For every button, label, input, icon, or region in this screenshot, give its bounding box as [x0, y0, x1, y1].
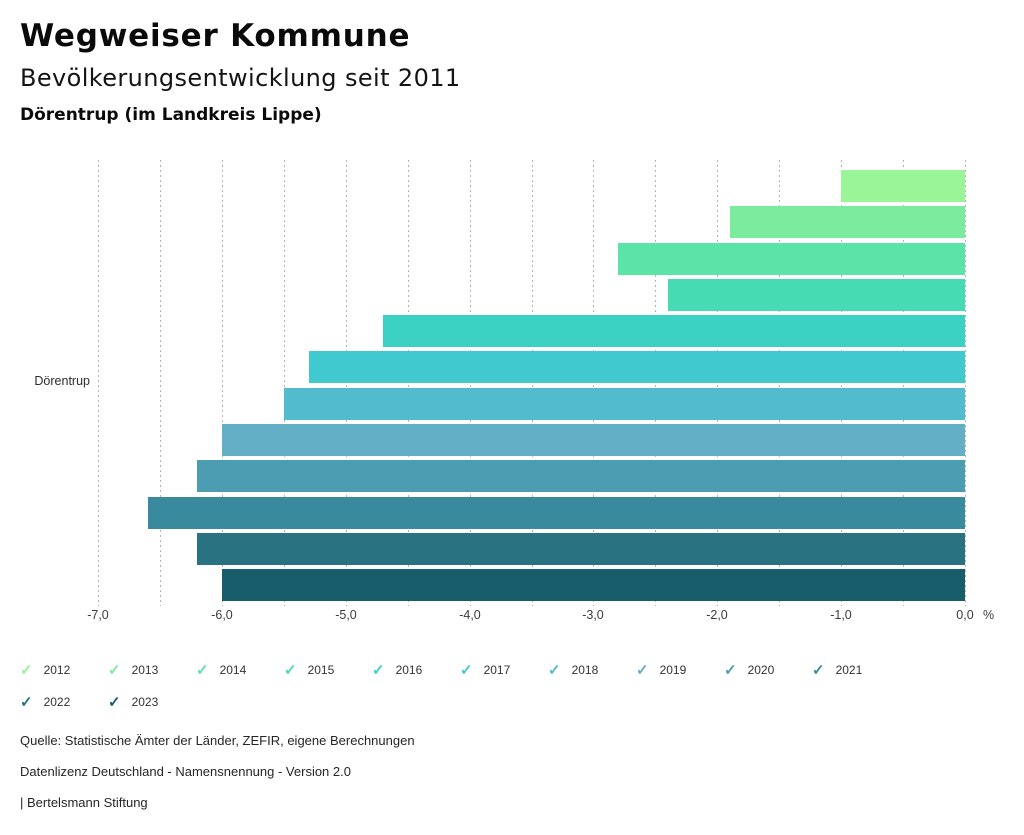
checkmark-icon: ✓	[108, 693, 121, 711]
legend-year-label: 2022	[43, 695, 71, 709]
legend-year-label: 2016	[395, 663, 423, 677]
legend-item-2022[interactable]: ✓ 2022	[20, 692, 108, 712]
legend-item-2016[interactable]: ✓ 2016	[372, 660, 460, 680]
chart-subtitle: Bevölkerungsentwicklung seit 2011	[20, 64, 461, 92]
checkmark-icon: ✓	[108, 661, 121, 679]
legend-year-label: 2015	[307, 663, 335, 677]
checkmark-icon: ✓	[196, 661, 209, 679]
legend-year-label: 2017	[483, 663, 511, 677]
chart-legend: ✓ 2012 ✓ 2013 ✓ 2014 ✓ 2015 ✓ 2016 ✓ 2017 ✓ 2018 ✓ 2019…	[20, 660, 904, 712]
gridline	[346, 160, 347, 606]
x-tick-label: -1,0	[830, 608, 852, 622]
gridline	[593, 160, 594, 606]
legend-year-label: 2014	[219, 663, 247, 677]
y-axis-category-label: Dörentrup	[34, 374, 90, 388]
gridline	[222, 160, 223, 606]
bar-2013[interactable]	[730, 206, 965, 238]
x-tick-label: -5,0	[335, 608, 357, 622]
gridline	[717, 160, 718, 606]
gridline	[284, 160, 285, 606]
x-tick-label: -4,0	[459, 608, 481, 622]
x-tick-label: -7,0	[87, 608, 109, 622]
gridline	[779, 160, 780, 606]
legend-year-label: 2021	[835, 663, 863, 677]
x-tick-label: -3,0	[582, 608, 604, 622]
legend-year-label: 2013	[131, 663, 159, 677]
legend-year-label: 2019	[659, 663, 687, 677]
checkmark-icon: ✓	[20, 661, 33, 679]
gridline	[532, 160, 533, 606]
bar-2019[interactable]	[222, 424, 965, 456]
bar-2022[interactable]	[197, 533, 965, 565]
checkmark-icon: ✓	[460, 661, 473, 679]
checkmark-icon: ✓	[372, 661, 385, 679]
gridline	[408, 160, 409, 606]
attribution-note: | Bertelsmann Stiftung	[20, 795, 148, 810]
license-note: Datenlizenz Deutschland - Namensnennung …	[20, 764, 351, 779]
checkmark-icon: ✓	[724, 661, 737, 679]
checkmark-icon: ✓	[548, 661, 561, 679]
legend-year-label: 2023	[131, 695, 159, 709]
source-note: Quelle: Statistische Ämter der Länder, Z…	[20, 733, 415, 748]
bar-2014[interactable]	[618, 243, 965, 275]
bar-2023[interactable]	[222, 569, 965, 601]
gridline	[903, 160, 904, 606]
x-axis-unit-label: %	[983, 608, 995, 622]
legend-item-2017[interactable]: ✓ 2017	[460, 660, 548, 680]
bar-2016[interactable]	[383, 315, 965, 347]
legend-year-label: 2012	[43, 663, 71, 677]
checkmark-icon: ✓	[284, 661, 297, 679]
gridline	[965, 160, 966, 606]
bar-2015[interactable]	[668, 279, 965, 311]
legend-item-2015[interactable]: ✓ 2015	[284, 660, 372, 680]
legend-item-2013[interactable]: ✓ 2013	[108, 660, 196, 680]
legend-item-2020[interactable]: ✓ 2020	[724, 660, 812, 680]
gridline	[841, 160, 842, 606]
checkmark-icon: ✓	[20, 693, 33, 711]
gridline	[160, 160, 161, 606]
legend-item-2019[interactable]: ✓ 2019	[636, 660, 724, 680]
checkmark-icon: ✓	[636, 661, 649, 679]
legend-year-label: 2020	[747, 663, 775, 677]
bar-2018[interactable]	[284, 388, 965, 420]
bar-2021[interactable]	[148, 497, 965, 529]
bar-2012[interactable]	[841, 170, 965, 202]
legend-item-2012[interactable]: ✓ 2012	[20, 660, 108, 680]
legend-year-label: 2018	[571, 663, 599, 677]
x-tick-label: -2,0	[706, 608, 728, 622]
legend-item-2023[interactable]: ✓ 2023	[108, 692, 196, 712]
gridline	[98, 160, 99, 606]
x-tick-label: -6,0	[211, 608, 233, 622]
gridline	[470, 160, 471, 606]
page-title: Wegweiser Kommune	[20, 18, 411, 54]
legend-item-2021[interactable]: ✓ 2021	[812, 660, 900, 680]
bar-2017[interactable]	[309, 351, 965, 383]
gridline	[655, 160, 656, 606]
region-label: Dörentrup (im Landkreis Lippe)	[20, 105, 322, 125]
legend-item-2018[interactable]: ✓ 2018	[548, 660, 636, 680]
legend-item-2014[interactable]: ✓ 2014	[196, 660, 284, 680]
population-development-bar-chart: Dörentrup -7,0 -6,0 -5,0 -4,0 -3,0 -2,0 -1,0 0,…	[34, 160, 995, 622]
checkmark-icon: ✓	[812, 661, 825, 679]
bar-2020[interactable]	[197, 460, 965, 492]
x-tick-label: 0,0	[956, 608, 974, 622]
